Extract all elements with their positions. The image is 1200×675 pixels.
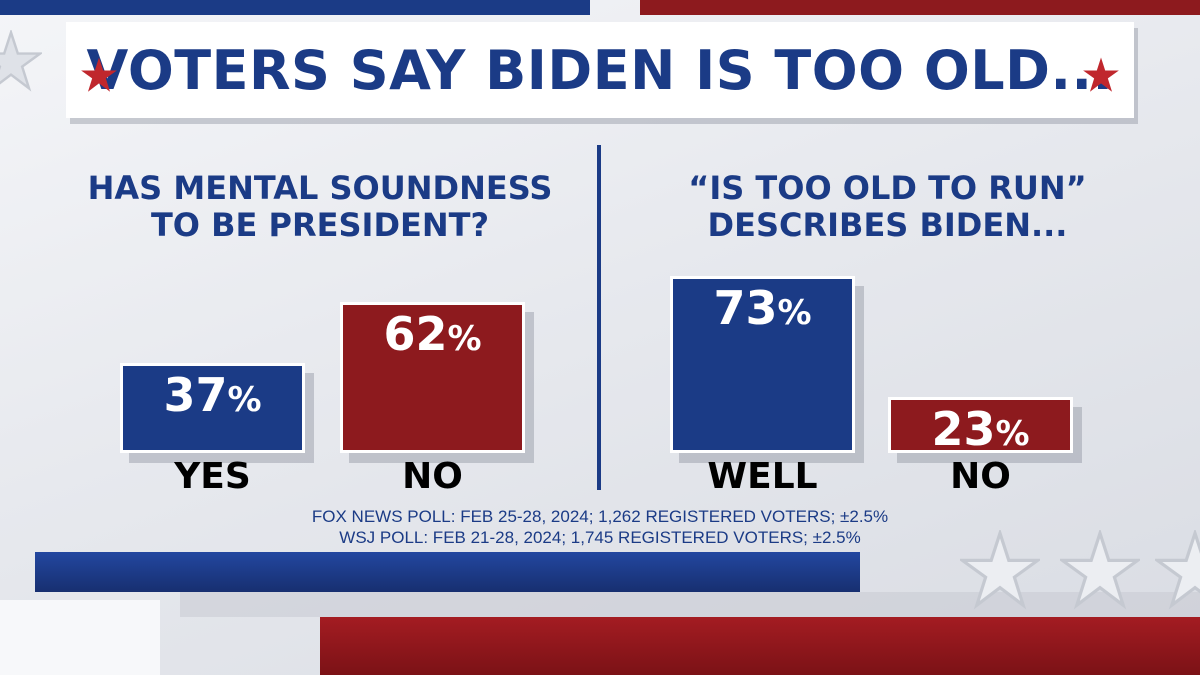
top-red-stripe	[640, 0, 1200, 15]
right-question-line-1: “IS TOO OLD TO RUN”	[688, 169, 1087, 207]
left-question-line-2: TO BE PRESIDENT?	[150, 206, 490, 244]
bottom-red-stripe	[320, 617, 1200, 675]
background-star-icon	[1155, 530, 1200, 610]
bottom-white-block	[0, 600, 160, 675]
left-question-line-1: HAS MENTAL SOUNDNESS	[87, 169, 553, 207]
bar-value-label: 37%	[163, 368, 262, 422]
bar-yes: 37%	[120, 363, 305, 453]
bar-value-label: 62%	[383, 307, 482, 361]
right-question-line-2: DESCRIBES BIDEN...	[707, 206, 1068, 244]
star-icon	[1083, 57, 1119, 92]
bar-well: 73%	[670, 276, 855, 453]
bar-no-mental: 62%	[340, 302, 525, 453]
category-label-no: NO	[950, 456, 1011, 497]
title-banner: VOTERS SAY BIDEN IS TOO OLD...	[66, 22, 1134, 118]
bar-no-too-old: 23%	[888, 397, 1073, 454]
page-title: VOTERS SAY BIDEN IS TOO OLD...	[86, 38, 1114, 102]
top-blue-stripe	[0, 0, 590, 15]
category-label-no: NO	[402, 456, 463, 497]
bar-value-label: 23%	[931, 402, 1030, 456]
left-chart-question: HAS MENTAL SOUNDNESS TO BE PRESIDENT?	[40, 170, 600, 244]
background-star-icon	[960, 530, 1040, 610]
bar-value-label: 73%	[713, 281, 812, 335]
category-label-yes: YES	[174, 456, 251, 497]
background-star-icon	[0, 30, 42, 92]
source-note-fox: FOX NEWS POLL: FEB 25-28, 2024; 1,262 RE…	[311, 507, 889, 526]
bottom-blue-stripe	[35, 552, 860, 592]
star-icon	[81, 57, 117, 92]
source-note-wsj: WSJ POLL: FEB 21-28, 2024; 1,745 REGISTE…	[339, 528, 861, 547]
category-label-well: WELL	[707, 456, 818, 497]
panel-divider	[597, 145, 601, 490]
right-chart-question: “IS TOO OLD TO RUN” DESCRIBES BIDEN...	[610, 170, 1165, 244]
bottom-grey-band	[180, 592, 1200, 617]
background-star-icon	[1060, 530, 1140, 610]
